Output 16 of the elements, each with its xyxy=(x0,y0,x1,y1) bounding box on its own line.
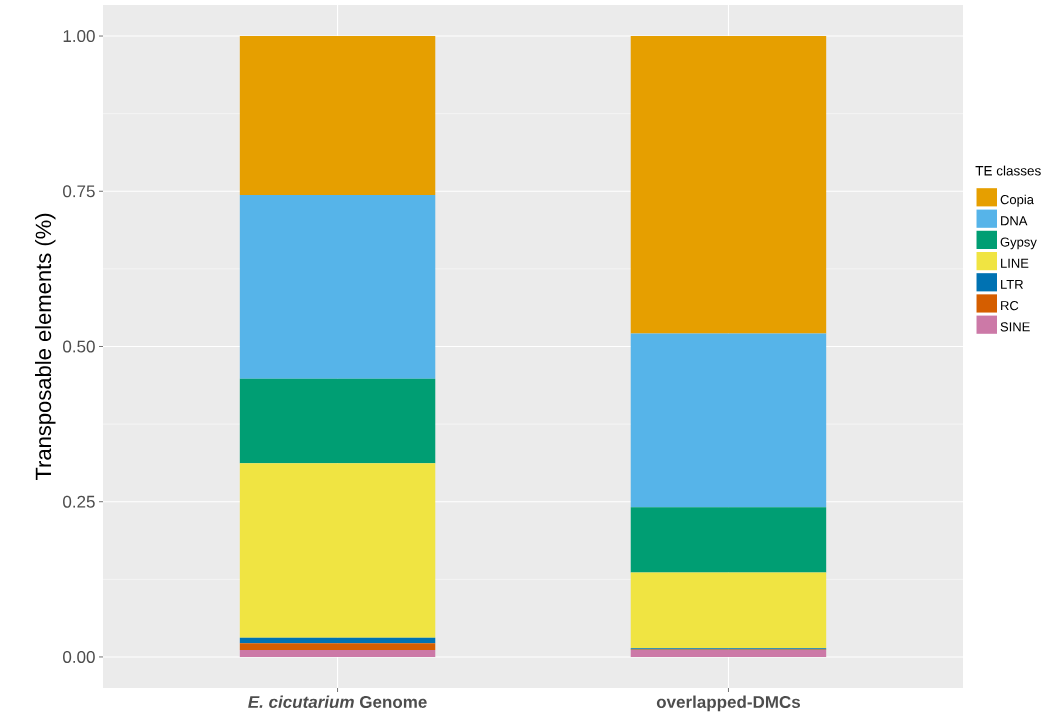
y-axis-title: Transposable elements (%) xyxy=(35,213,56,481)
legend-label: DNA xyxy=(1001,216,1028,226)
legend-title: TE classes xyxy=(975,165,1041,176)
legend-label: LTR xyxy=(1001,279,1023,289)
y-tick-label: 0.75 xyxy=(63,185,95,198)
legend-label: SINE xyxy=(1000,322,1030,332)
legend-label: Copia xyxy=(1000,194,1034,207)
x-tick-label: overlapped-DMCs xyxy=(656,695,801,712)
legend-label: LINE xyxy=(1001,258,1029,268)
legend-label: Gypsy xyxy=(1000,237,1037,250)
x-tick-label: E. cicutarium Genome xyxy=(248,695,427,709)
y-tick-label: 1.00 xyxy=(63,30,95,43)
y-tick-label: 0.25 xyxy=(63,495,95,508)
legend-label: RC xyxy=(1001,301,1019,311)
y-tick-label: 0.50 xyxy=(63,340,95,353)
y-tick-label: 0.00 xyxy=(63,650,95,663)
